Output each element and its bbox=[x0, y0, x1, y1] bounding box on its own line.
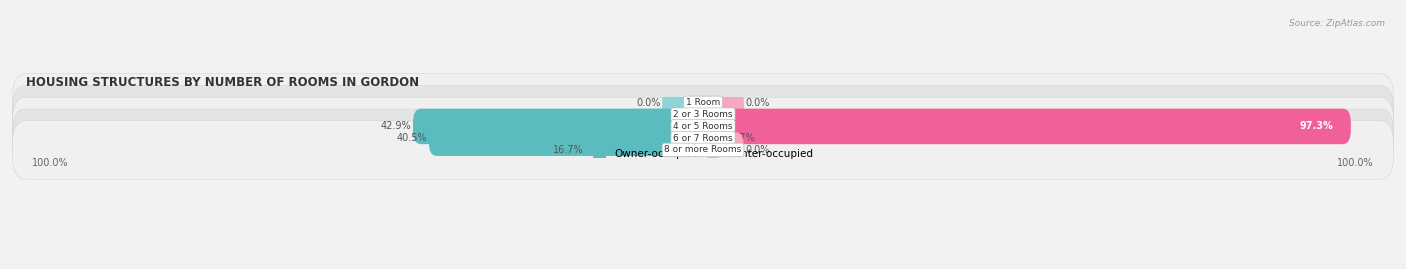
Text: HOUSING STRUCTURES BY NUMBER OF ROOMS IN GORDON: HOUSING STRUCTURES BY NUMBER OF ROOMS IN… bbox=[25, 76, 419, 89]
Text: 40.5%: 40.5% bbox=[396, 133, 427, 143]
Text: 8 or more Rooms: 8 or more Rooms bbox=[665, 146, 741, 154]
Text: 0.0%: 0.0% bbox=[745, 98, 770, 108]
FancyBboxPatch shape bbox=[695, 85, 744, 121]
Legend: Owner-occupied, Renter-occupied: Owner-occupied, Renter-occupied bbox=[589, 145, 817, 164]
FancyBboxPatch shape bbox=[13, 109, 1393, 167]
Text: 0.0%: 0.0% bbox=[636, 110, 661, 120]
FancyBboxPatch shape bbox=[13, 121, 1393, 179]
FancyBboxPatch shape bbox=[13, 86, 1393, 144]
Text: 0.0%: 0.0% bbox=[636, 98, 661, 108]
FancyBboxPatch shape bbox=[662, 97, 711, 132]
Text: 0.0%: 0.0% bbox=[745, 110, 770, 120]
Text: 2 or 3 Rooms: 2 or 3 Rooms bbox=[673, 110, 733, 119]
FancyBboxPatch shape bbox=[13, 97, 1393, 155]
FancyBboxPatch shape bbox=[695, 97, 744, 132]
Text: 100.0%: 100.0% bbox=[1337, 158, 1374, 168]
Text: Source: ZipAtlas.com: Source: ZipAtlas.com bbox=[1289, 19, 1385, 28]
FancyBboxPatch shape bbox=[695, 121, 728, 156]
Text: 16.7%: 16.7% bbox=[553, 145, 583, 155]
Text: 100.0%: 100.0% bbox=[32, 158, 69, 168]
FancyBboxPatch shape bbox=[13, 74, 1393, 132]
FancyBboxPatch shape bbox=[429, 121, 711, 156]
Text: 2.7%: 2.7% bbox=[731, 133, 755, 143]
Text: 97.3%: 97.3% bbox=[1299, 121, 1333, 132]
Text: 6 or 7 Rooms: 6 or 7 Rooms bbox=[673, 134, 733, 143]
FancyBboxPatch shape bbox=[662, 85, 711, 121]
FancyBboxPatch shape bbox=[695, 109, 1351, 144]
Text: 4 or 5 Rooms: 4 or 5 Rooms bbox=[673, 122, 733, 131]
Text: 42.9%: 42.9% bbox=[381, 121, 411, 132]
Text: 1 Room: 1 Room bbox=[686, 98, 720, 107]
FancyBboxPatch shape bbox=[585, 132, 711, 168]
FancyBboxPatch shape bbox=[695, 132, 744, 168]
Text: 0.0%: 0.0% bbox=[745, 145, 770, 155]
FancyBboxPatch shape bbox=[413, 109, 711, 144]
